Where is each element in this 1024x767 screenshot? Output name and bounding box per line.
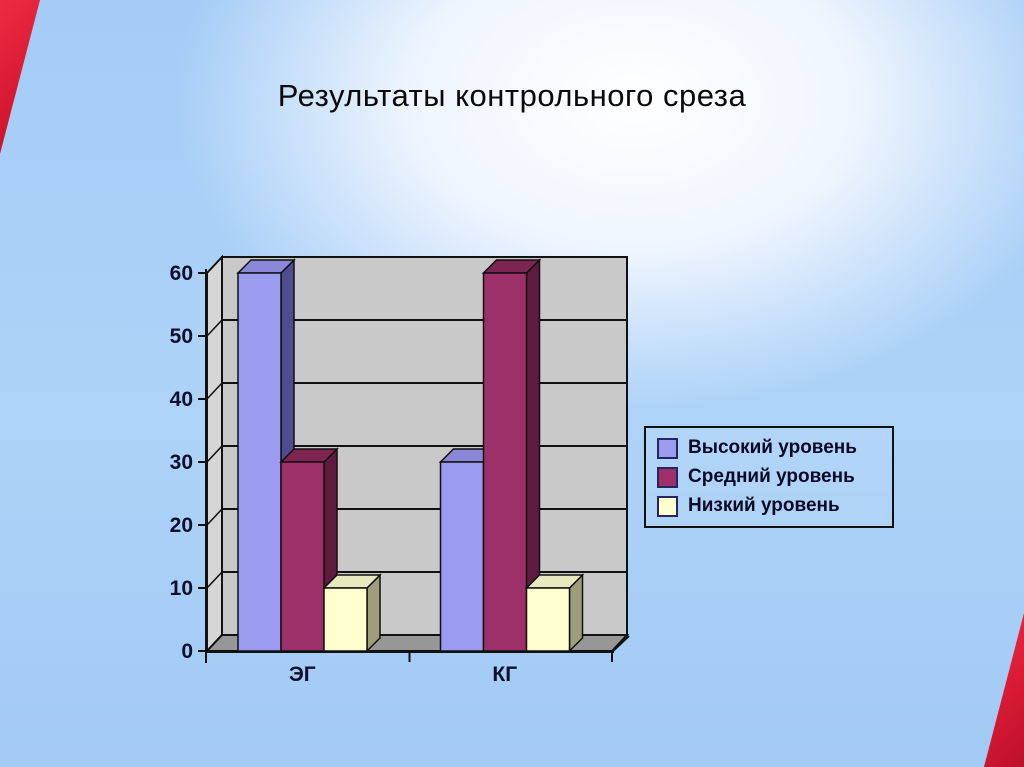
bar-front-face	[323, 587, 368, 652]
legend-item: Низкий уровень	[657, 495, 881, 517]
bar-front-face	[280, 461, 325, 652]
chart-legend: Высокий уровень Средний уровень Низкий уро…	[644, 426, 894, 528]
slide-title: Результаты контрольного среза	[277, 78, 747, 113]
legend-label: Средний уровень	[688, 466, 855, 487]
legend-label: Низкий уровень	[688, 495, 840, 516]
x-axis-category-label: ЭГ	[289, 663, 316, 686]
y-axis-tick-label: 10	[170, 577, 193, 600]
bar-front-face	[439, 461, 485, 652]
chart-side-wall-tick	[206, 508, 223, 526]
legend-swatch-icon	[657, 495, 678, 517]
y-axis-tick-label: 0	[181, 640, 193, 663]
y-axis-tick-label: 40	[170, 388, 193, 411]
bar-front-face	[482, 272, 528, 652]
bar-front-face	[237, 272, 282, 652]
legend-label: Высокий уровень	[688, 437, 857, 458]
y-axis-tick-label: 50	[170, 325, 193, 348]
chart-side-wall-tick	[206, 571, 223, 589]
chart-side-wall-tick	[206, 319, 223, 337]
chart-side-wall-tick	[206, 445, 223, 463]
legend-item: Высокий уровень	[657, 437, 881, 459]
y-axis-tick-label: 20	[170, 514, 193, 537]
legend-swatch-icon	[657, 466, 678, 488]
x-axis-depth-line	[611, 635, 630, 653]
y-axis-tick-label: 60	[170, 262, 193, 285]
x-axis-category-label: КГ	[492, 663, 517, 686]
bar-front-face	[525, 587, 571, 652]
legend-item: Средний уровень	[657, 466, 881, 488]
legend-swatch-icon	[657, 437, 678, 459]
y-axis-tick-label: 30	[170, 451, 193, 474]
chart-side-wall-tick	[206, 382, 223, 400]
